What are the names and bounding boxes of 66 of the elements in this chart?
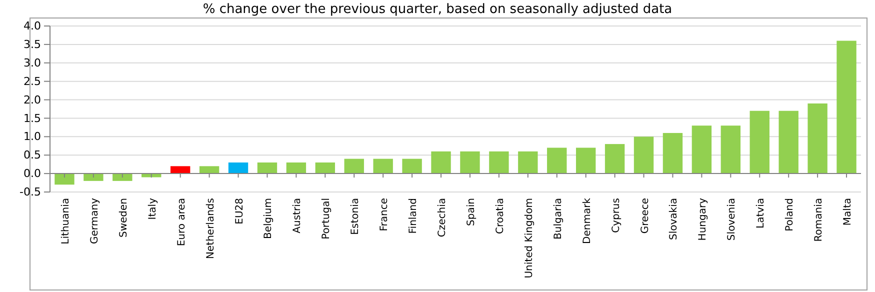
x-tick-label: Portugal	[321, 198, 332, 240]
bar	[576, 148, 596, 174]
x-tick-label: Spain	[466, 198, 477, 226]
bar	[257, 162, 278, 174]
bar	[720, 126, 741, 174]
x-tick-label: Denmark	[582, 198, 593, 244]
x-tick-label: Euro area	[176, 198, 188, 246]
y-tick-label: 3.5	[24, 38, 41, 51]
bar	[489, 151, 509, 174]
x-tick-label: EU28	[234, 198, 246, 224]
x-tick-label: Netherlands	[205, 198, 216, 259]
x-tick-label: Cyprus	[610, 198, 622, 233]
bar	[373, 158, 393, 174]
bar	[750, 110, 770, 174]
x-tick-label: Sweden	[118, 198, 130, 238]
x-tick-label: Bulgaria	[552, 198, 564, 240]
bar	[778, 110, 798, 174]
y-tick-label: 2.0	[24, 93, 41, 106]
bar	[54, 174, 74, 185]
bar	[228, 162, 248, 174]
x-tick-label: Croatia	[494, 198, 506, 234]
bar	[662, 132, 683, 174]
bar	[808, 103, 828, 174]
y-tick-label: -0.5	[20, 186, 41, 199]
x-tick-label: Lithuania	[60, 198, 72, 244]
bar	[170, 166, 190, 174]
bar	[692, 126, 712, 174]
bar	[836, 40, 856, 174]
x-tick-label: Slovenia	[726, 198, 738, 241]
y-tick-label: 2.5	[24, 74, 41, 88]
bar	[634, 136, 654, 174]
chart-title: % change over the previous quarter, based on seasonally adjusted data	[202, 2, 672, 17]
x-tick-label: Latvia	[756, 198, 767, 228]
x-tick-label: France	[379, 198, 390, 232]
y-tick-label: 4.0	[24, 20, 41, 33]
x-tick-label: Germany	[89, 198, 100, 244]
bar	[286, 162, 306, 174]
y-tick-label: 0.5	[24, 148, 41, 162]
x-tick-label: Czechia	[437, 198, 448, 238]
x-tick-label: United Kingdom	[524, 198, 535, 278]
bar	[518, 151, 538, 174]
bar	[460, 151, 480, 174]
bar	[199, 166, 220, 174]
bar	[112, 174, 132, 181]
y-tick-label: 0.0	[24, 167, 41, 180]
x-tick-label: Estonia	[350, 198, 362, 235]
y-tick-label: 1.5	[24, 112, 41, 125]
x-tick-label: Hungary	[698, 198, 709, 241]
bar	[344, 158, 364, 174]
x-tick-label: Belgium	[263, 198, 274, 239]
x-tick-label: Poland	[784, 198, 796, 232]
x-tick-label: Malta	[842, 198, 854, 226]
x-tick-label: Italy	[147, 198, 158, 220]
x-tick-label: Austria	[292, 198, 304, 234]
bar	[431, 151, 451, 174]
bar	[604, 144, 625, 174]
y-tick-label: 3.0	[24, 56, 41, 70]
x-tick-label: Romania	[814, 198, 825, 242]
bar	[547, 148, 567, 174]
bar	[402, 158, 422, 174]
x-tick-label: Greece	[640, 198, 651, 234]
x-tick-label: Slovakia	[668, 198, 680, 240]
y-tick-label: 1.0	[24, 130, 41, 144]
x-tick-label: Finland	[408, 198, 420, 234]
bar	[84, 174, 104, 181]
bar	[315, 162, 336, 174]
